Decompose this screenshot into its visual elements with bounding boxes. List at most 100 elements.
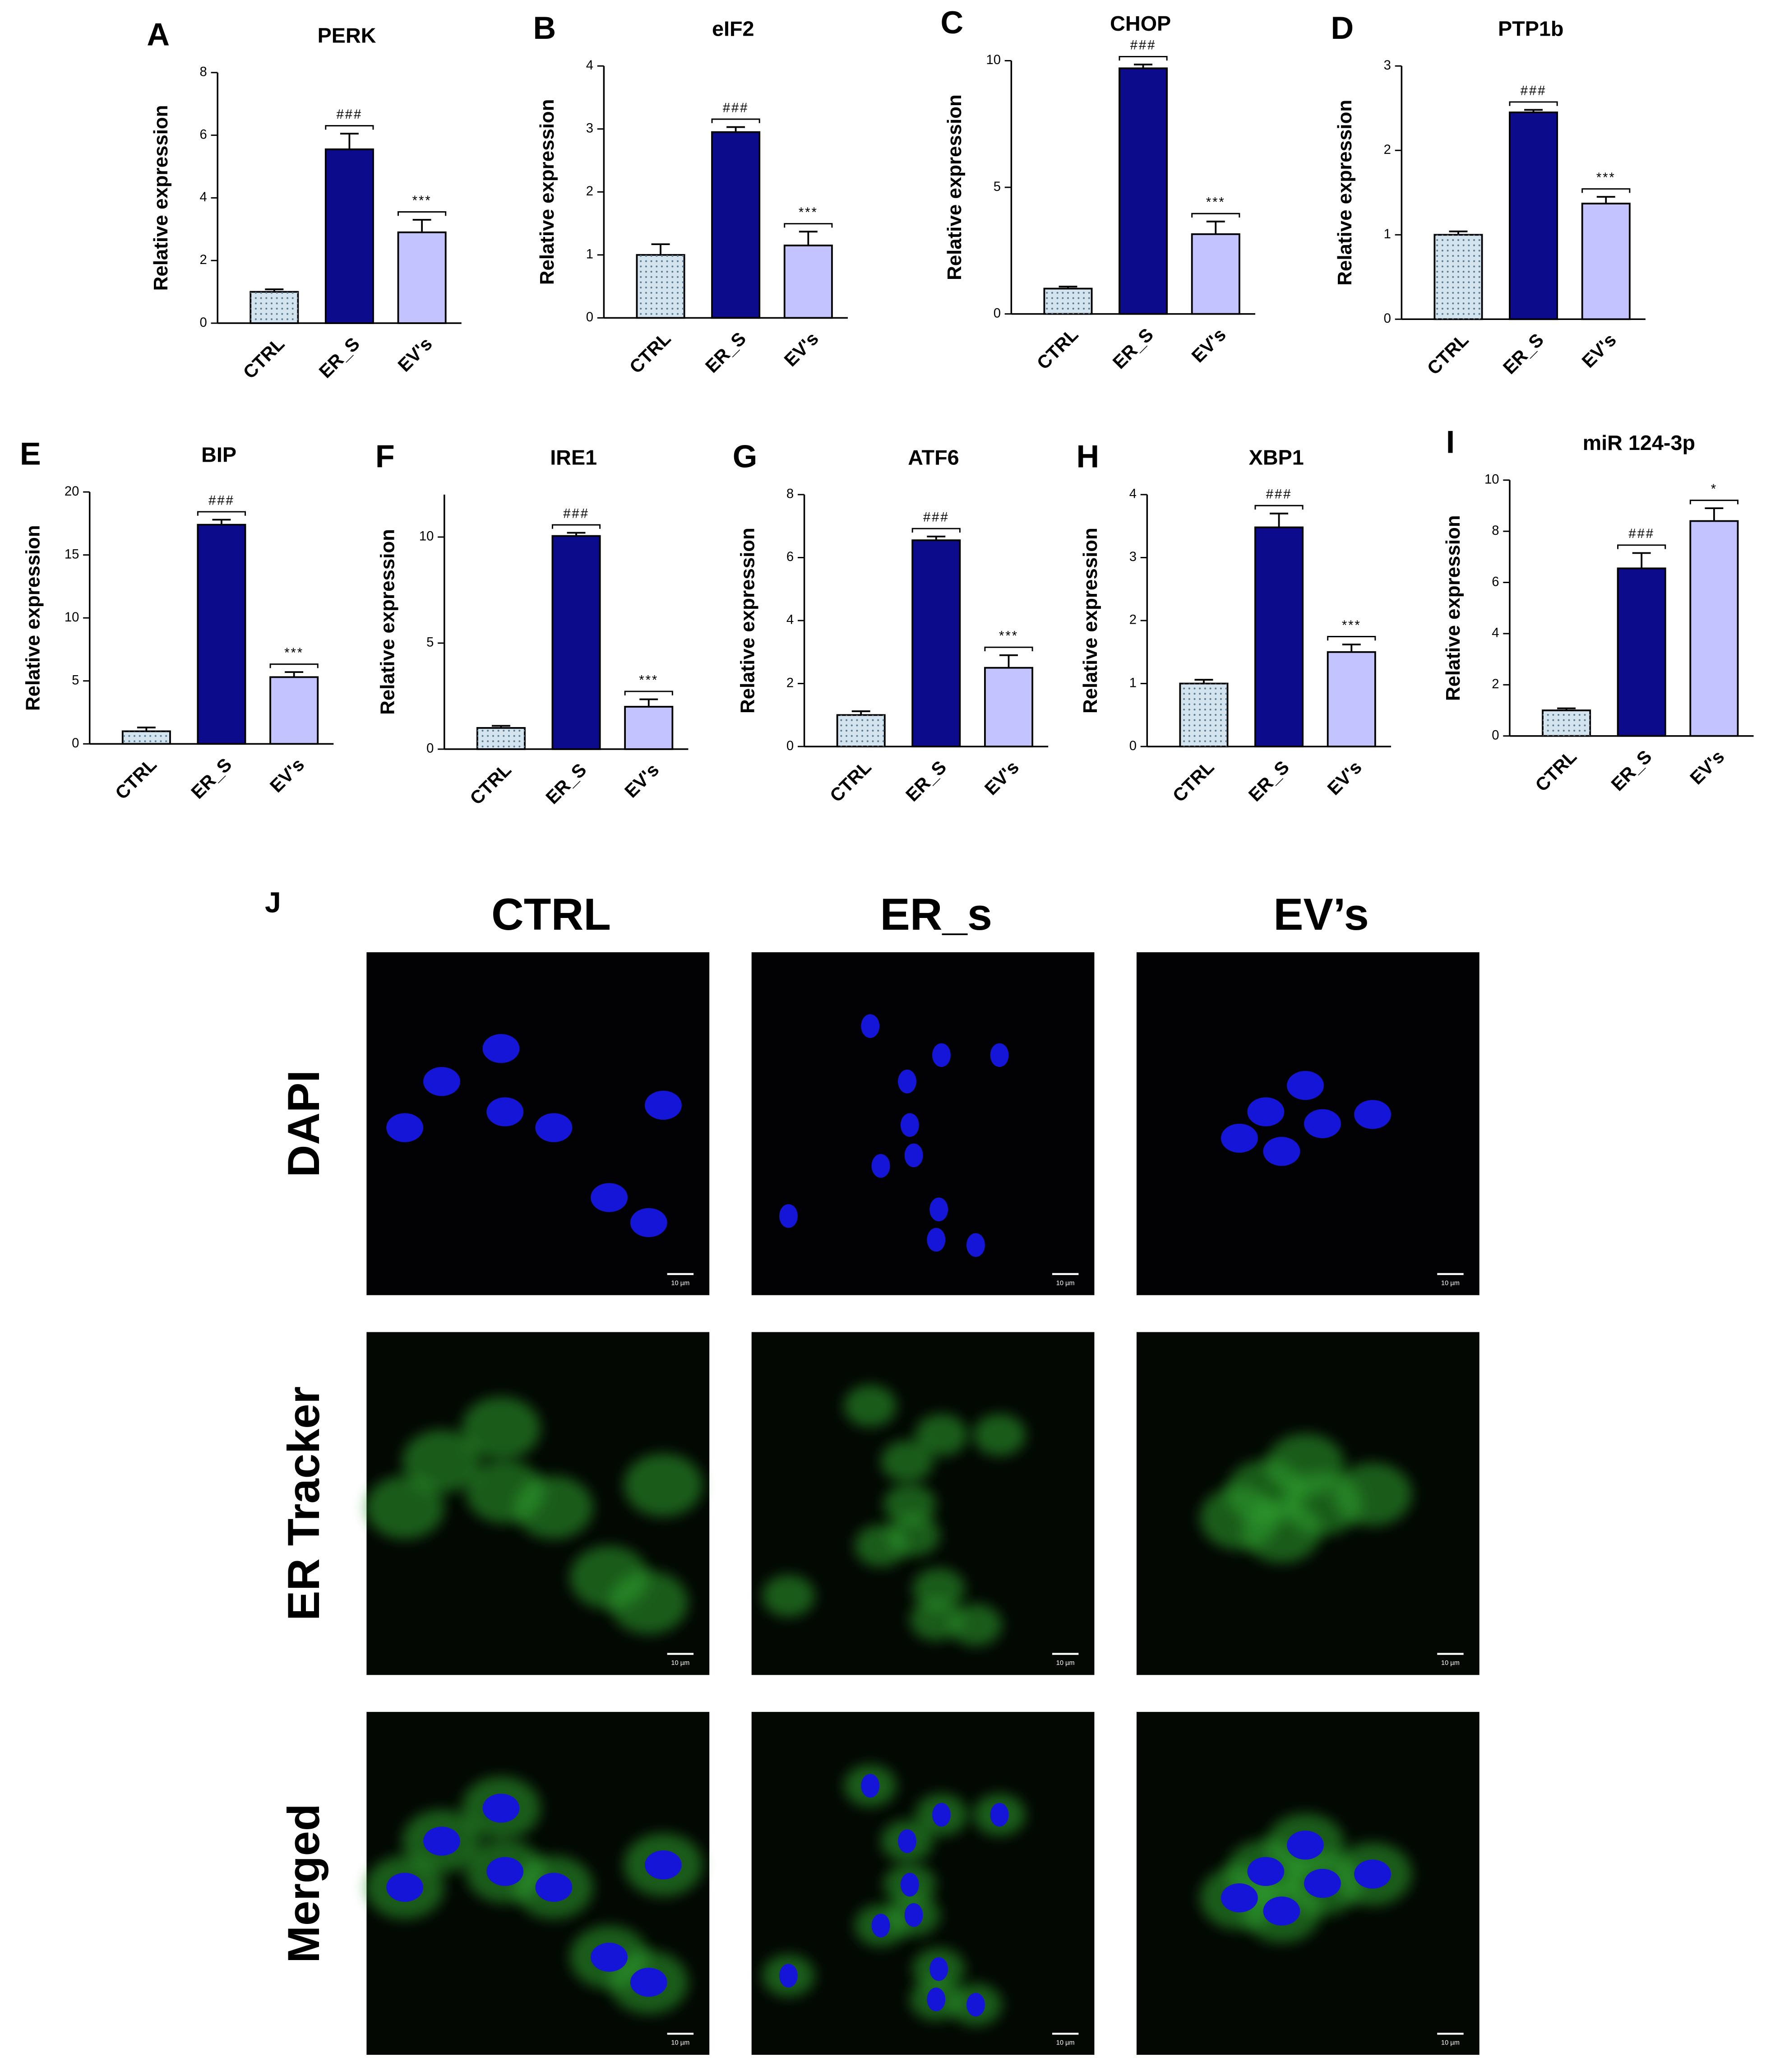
bar-chart: A PERK Relative expression 0 2 4 6 8 CTRL ER_S ###…: [147, 17, 462, 383]
nucleus: [966, 1993, 985, 2017]
nucleus: [644, 1850, 682, 1880]
y-tick-label: 6: [1492, 575, 1499, 589]
x-tick-label: CTRL: [466, 759, 515, 809]
chart-title: PERK: [318, 23, 376, 47]
y-tick-label: 8: [200, 65, 207, 79]
panel-letter: D: [1331, 10, 1354, 46]
significance-label: ###: [1266, 487, 1292, 502]
bar: [1119, 67, 1168, 315]
row-header: Merged: [279, 1803, 329, 1963]
y-tick-label: 10: [419, 529, 434, 544]
nucleus: [1263, 1896, 1300, 1926]
nucleus: [932, 1803, 951, 1827]
chart-title: CHOP: [1110, 12, 1171, 35]
significance-label: ###: [1521, 83, 1547, 98]
significance-label: ***: [1596, 171, 1616, 185]
er-signal: [762, 1575, 815, 1617]
x-tick-label: ER_S: [701, 328, 750, 377]
panel-letter: E: [20, 436, 41, 472]
y-tick-label: 4: [786, 613, 794, 627]
significance-label: ***: [1206, 195, 1225, 210]
panel-letter: I: [1446, 424, 1455, 459]
bar-texture: [477, 728, 525, 749]
nucleus: [900, 1873, 919, 1897]
nucleus: [990, 1043, 1009, 1067]
bar: [1254, 526, 1304, 747]
x-tick-label: EV's: [266, 754, 308, 797]
y-tick-label: 10: [986, 53, 1001, 67]
scale-bar-label: 10 µm: [1441, 1659, 1460, 1667]
nucleus: [904, 1903, 923, 1927]
y-tick-label: 0: [586, 310, 593, 324]
scale-bar-label: 10 µm: [1441, 1279, 1460, 1287]
er-signal: [514, 1476, 593, 1539]
significance-bracket: [984, 646, 1033, 651]
nucleus: [871, 1914, 890, 1938]
nucleus: [1287, 1071, 1324, 1100]
nucleus: [779, 1204, 798, 1228]
y-tick-label: 10: [1484, 473, 1499, 487]
er-signal: [910, 1598, 963, 1641]
nucleus: [1247, 1857, 1285, 1886]
y-tick-label: 2: [786, 676, 794, 690]
chart-title: XBP1: [1249, 445, 1304, 469]
micrograph: 10 µm: [751, 1712, 1095, 2055]
significance-bracket: [1509, 101, 1558, 106]
nucleus: [861, 1774, 880, 1798]
y-tick-label: 2: [1384, 143, 1391, 157]
x-tick-label: EV's: [980, 756, 1023, 799]
panel-letter: J: [265, 886, 281, 919]
significance-bracket: [911, 528, 961, 533]
chart-title: ATF6: [908, 445, 959, 469]
er-signal: [844, 1385, 897, 1427]
x-tick-label: EV's: [394, 333, 436, 375]
column-header: ER_s: [880, 890, 993, 940]
nucleus: [927, 1987, 946, 2012]
nucleus: [966, 1233, 985, 1257]
bar-chart: E BIP Relative expression 0 5 10 15 20 CTRL ER_S #…: [20, 436, 334, 803]
y-tick-label: 6: [200, 127, 207, 142]
chart-title: BIP: [201, 443, 236, 467]
column-header: CTRL: [491, 890, 611, 940]
nucleus: [929, 1957, 948, 1981]
bar: [911, 539, 961, 747]
bar-chart: G ATF6 Relative expression 0 2 4 6 8 CTRL ER_S ###…: [733, 439, 1049, 806]
micrograph: 10 µm: [1136, 1712, 1479, 2055]
nucleus: [1221, 1883, 1258, 1913]
y-tick-label: 4: [1129, 487, 1137, 501]
nucleus: [1304, 1109, 1341, 1138]
panel-letter: A: [147, 17, 170, 52]
er-signal: [1200, 1486, 1279, 1550]
scale-bar-label: 10 µm: [671, 2039, 689, 2046]
significance-label: ***: [639, 673, 658, 687]
y-axis-label: Relative expression: [736, 528, 758, 714]
nucleus: [1354, 1859, 1391, 1889]
x-tick-label: EV's: [1323, 756, 1366, 799]
nucleus: [386, 1873, 424, 1902]
y-tick-label: 8: [786, 487, 794, 501]
nucleus: [871, 1154, 890, 1178]
micrograph: 10 µm: [1136, 952, 1479, 1295]
image-panel: J CTRL ER_s EV’s DAPI ER Tracker Merged 10 µm 10…: [265, 886, 1479, 2055]
y-tick-label: 10: [65, 610, 79, 625]
significance-bracket: [197, 511, 246, 516]
er-signal: [461, 1396, 541, 1460]
y-tick-label: 6: [786, 550, 794, 564]
x-tick-label: ER_S: [1244, 756, 1293, 805]
x-tick-label: ER_S: [1499, 329, 1548, 378]
y-axis-label: Relative expression: [1079, 528, 1101, 714]
y-tick-label: 0: [1492, 728, 1499, 742]
micrograph: 10 µm: [751, 1332, 1095, 1675]
bar: [397, 231, 447, 324]
row-header: DAPI: [279, 1070, 329, 1177]
x-tick-label: ER_S: [187, 754, 236, 803]
x-tick-label: ER_S: [1607, 746, 1656, 795]
bar-texture: [122, 731, 170, 744]
nucleus: [1304, 1868, 1341, 1898]
bar: [624, 706, 674, 750]
nucleus: [929, 1197, 948, 1222]
nucleus: [900, 1113, 919, 1137]
nucleus: [779, 1964, 798, 1988]
y-axis-label: Relative expression: [150, 105, 172, 291]
